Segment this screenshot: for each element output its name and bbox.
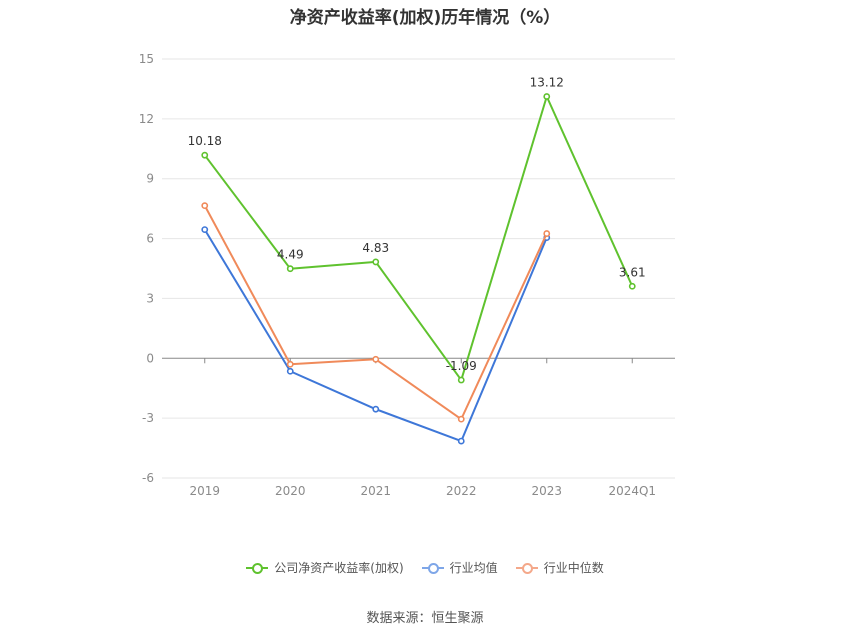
x-tick-label: 2019 [189,484,220,498]
data-point [286,367,294,375]
grid-lines [162,58,675,479]
data-label: 4.49 [277,248,304,262]
data-point [286,265,294,273]
data-label: 13.12 [530,76,564,90]
data-point [543,230,551,237]
x-tick-label: 2023 [531,484,562,498]
data-point [372,405,380,413]
y-tick-label: 12 [139,112,154,126]
y-tick-label: 15 [139,52,154,66]
series-line [203,95,634,382]
data-label: -1.09 [446,359,477,373]
legend-marker-icon [246,561,269,575]
legend-label: 公司净资产收益率(加权) [274,561,404,575]
data-point [457,415,465,423]
data-point [628,282,636,290]
x-tick-label: 2022 [446,484,477,498]
data-label: 4.83 [362,241,389,255]
data-point [372,258,380,266]
legend-label: 行业均值 [449,561,498,575]
data-point [372,355,380,363]
legend-label: 行业中位数 [543,561,604,575]
data-point [201,226,209,233]
x-tick-label: 2021 [360,484,391,498]
x-tick-label: 2024Q1 [608,484,656,498]
axes: 15 12 9 6 3 0 -3 -6 2019 2020 2021 2022 2023 2024Q1 [139,52,675,498]
series-lines [201,93,636,445]
legend-item-industry-mean[interactable]: 行业均值 [421,559,498,576]
data-label: 3.61 [619,265,646,279]
legend-marker-icon [515,561,538,575]
chart-title: 净资产收益率(加权)历年情况（%） [289,8,561,28]
series-line [203,205,548,421]
y-tick-label: -6 [142,471,154,485]
data-label: 10.18 [188,134,222,148]
legend-item-industry-median[interactable]: 行业中位数 [515,559,604,576]
data-source-note: 数据来源：恒生聚源 [366,611,484,626]
data-point [286,360,294,368]
data-labels: 10.18 4.49 4.83 -1.09 13.12 3.61 [188,76,646,374]
data-point [543,93,551,100]
data-point [457,437,465,445]
data-point [201,151,209,159]
x-tick-label: 2020 [275,484,306,498]
legend-marker-icon [421,561,444,575]
y-tick-label: -3 [142,411,154,425]
chart-legend: 公司净资产收益率(加权) 行业均值 行业中位数 [0,559,850,576]
y-tick-label: 6 [146,232,154,246]
data-point [201,202,209,210]
y-tick-label: 3 [146,291,154,305]
y-tick-label: 9 [146,172,154,186]
y-tick-label: 0 [146,351,154,365]
legend-item-company-roe[interactable]: 公司净资产收益率(加权) [246,559,404,576]
data-point [457,376,465,384]
